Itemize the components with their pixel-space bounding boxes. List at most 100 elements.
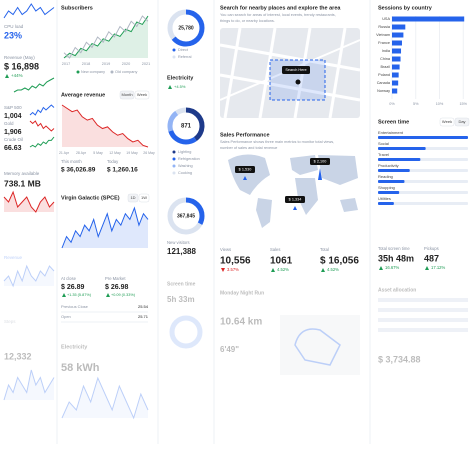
sparkline xyxy=(29,120,55,132)
category-label: Entertainment xyxy=(378,130,404,135)
label: At close xyxy=(61,276,77,281)
x-tick-label: 10% xyxy=(436,102,444,106)
value: 23% xyxy=(4,30,22,40)
y-tick-label: Russia xyxy=(378,25,390,29)
label: 3.57% xyxy=(227,267,239,272)
label: Gold xyxy=(4,121,14,126)
bar-track xyxy=(378,191,468,194)
card-title: Sessions by country xyxy=(378,5,433,11)
bar xyxy=(392,40,402,46)
label: Asset allocation xyxy=(378,287,416,293)
label: 16.67% xyxy=(385,265,399,270)
bar xyxy=(392,72,399,78)
bar-track xyxy=(378,308,468,312)
arrow-up xyxy=(321,268,325,272)
x-tick-label: 28 Apr xyxy=(76,151,87,155)
description: Sales Performance shows three main metri… xyxy=(220,140,334,144)
legend-swatch xyxy=(172,171,176,175)
label: New visitors xyxy=(167,240,190,245)
description: You can search for areas of interest, lo… xyxy=(220,13,336,17)
series-line xyxy=(63,15,149,59)
bar xyxy=(392,24,406,30)
sparkline xyxy=(29,136,55,148)
area-line xyxy=(61,376,149,420)
description: number of sales and total revenue xyxy=(220,146,277,150)
pin-label: $ 1,334 xyxy=(289,198,302,202)
bar xyxy=(392,16,465,22)
toggle-button[interactable] xyxy=(439,117,455,127)
button-label: Week xyxy=(442,119,452,124)
toggle-button[interactable] xyxy=(127,193,139,203)
y-tick-label: India xyxy=(382,49,391,53)
arrow-up xyxy=(271,268,275,272)
value: 25,780 xyxy=(178,25,194,31)
donut-segment xyxy=(167,9,205,47)
label: S&P 500 xyxy=(4,105,22,110)
map-pin xyxy=(243,176,247,180)
card-title: Virgin Galactic (SPCE) xyxy=(61,195,120,201)
value: 367,845 xyxy=(177,213,195,219)
value: 66.63 xyxy=(4,145,22,152)
label: Sales xyxy=(270,247,280,252)
donut-segment xyxy=(167,197,205,235)
bar-track xyxy=(378,328,468,332)
world-map xyxy=(228,154,358,228)
legend-label: Old company xyxy=(115,70,137,74)
bar xyxy=(392,64,400,70)
value: 10.64 km xyxy=(220,317,262,328)
legend-label: Lighting xyxy=(178,150,191,154)
label: +0.09 (0.33%) xyxy=(111,293,136,297)
toggle-button[interactable] xyxy=(138,193,150,203)
area-line xyxy=(3,369,55,401)
card-title: Sales Performance xyxy=(220,132,270,138)
legend-swatch xyxy=(172,150,176,154)
value: $ 16,898 xyxy=(4,61,39,71)
donut-segment xyxy=(167,107,205,145)
x-tick-label: 2018 xyxy=(82,62,90,66)
label: Memory available xyxy=(4,171,40,176)
label: Steps xyxy=(4,319,16,324)
x-tick-label: 21 Apr xyxy=(59,151,70,155)
faded-panel: Electricity 58 kWh xyxy=(61,344,149,420)
pin-label-bg xyxy=(285,196,305,203)
sparkline xyxy=(3,3,55,19)
category-label: Shopping xyxy=(378,185,395,190)
street-map xyxy=(219,27,361,119)
value: $ 26.98 xyxy=(105,284,128,291)
button-label: 1D xyxy=(130,195,135,200)
x-tick-label: 5 May xyxy=(93,151,103,155)
row-label: Open xyxy=(61,314,71,319)
label: This month xyxy=(61,159,82,164)
area-line-area xyxy=(62,378,148,418)
label: CPU load xyxy=(4,24,24,29)
series-line xyxy=(61,206,149,249)
faded-panel: Monday Night Run 10.64 km 6'49" xyxy=(220,290,360,375)
bar-track xyxy=(378,318,468,322)
series-line-area xyxy=(64,16,148,58)
bar-track xyxy=(378,298,468,302)
toggle-button[interactable] xyxy=(134,90,150,100)
card-title: Search for nearby places and explore the… xyxy=(220,5,341,11)
toggle-button[interactable] xyxy=(454,117,470,127)
arrow-up xyxy=(62,293,66,297)
y-tick-label: USA xyxy=(382,17,390,21)
label: Today xyxy=(107,159,119,164)
toggle-button[interactable] xyxy=(119,90,135,100)
arrow-up xyxy=(168,85,172,89)
y-tick-label: Canada xyxy=(377,81,391,85)
description: things to do, or nearby locations. xyxy=(220,19,275,23)
button-label: Day xyxy=(458,119,465,124)
pin-label: $ 1,530 xyxy=(239,168,252,172)
bar xyxy=(392,88,398,94)
legend-swatch xyxy=(172,48,176,52)
y-tick-label: Poland xyxy=(378,73,390,77)
legend-label: Referral xyxy=(178,55,192,59)
button-label: 1W xyxy=(141,195,147,200)
category-label: Travel xyxy=(378,152,389,157)
bar xyxy=(392,48,402,54)
arrow-up xyxy=(106,293,110,297)
value: 6'49" xyxy=(220,345,239,354)
card-title: Electricity xyxy=(167,75,194,81)
value: $ 3,734.88 xyxy=(378,354,421,364)
card-title: Average revenue xyxy=(61,92,105,98)
